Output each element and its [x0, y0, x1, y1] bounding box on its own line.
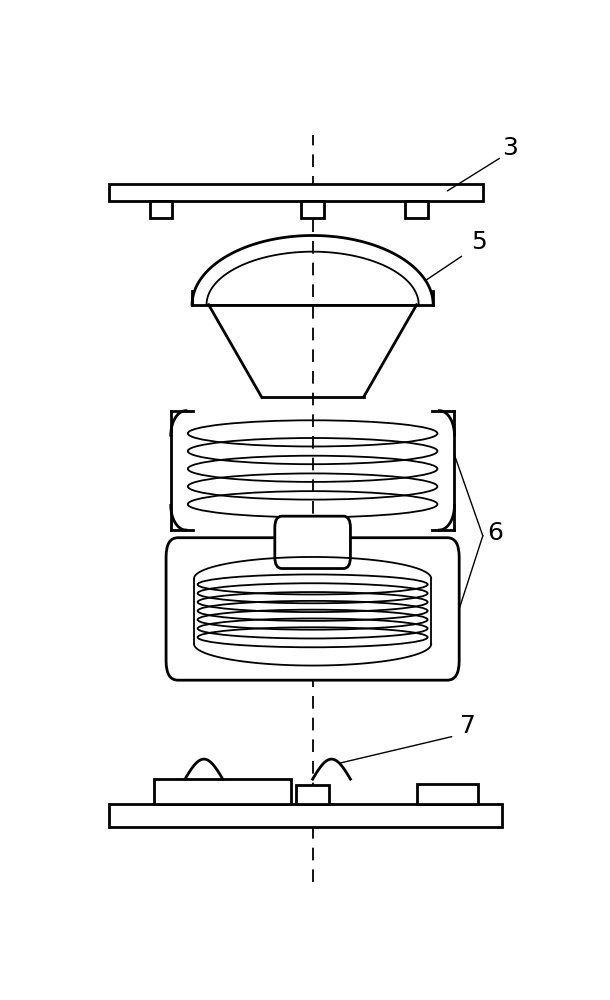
FancyBboxPatch shape: [274, 516, 350, 569]
Text: 3: 3: [501, 136, 518, 160]
Bar: [109, 804, 501, 827]
Text: 6: 6: [487, 521, 503, 545]
Bar: [301, 201, 324, 218]
Text: 5: 5: [471, 230, 487, 254]
Bar: [109, 184, 483, 201]
Bar: [149, 201, 172, 218]
Bar: [154, 779, 292, 804]
FancyBboxPatch shape: [166, 538, 459, 680]
Bar: [417, 784, 478, 804]
Text: 7: 7: [460, 714, 476, 738]
Bar: [296, 785, 329, 804]
Bar: [405, 201, 428, 218]
